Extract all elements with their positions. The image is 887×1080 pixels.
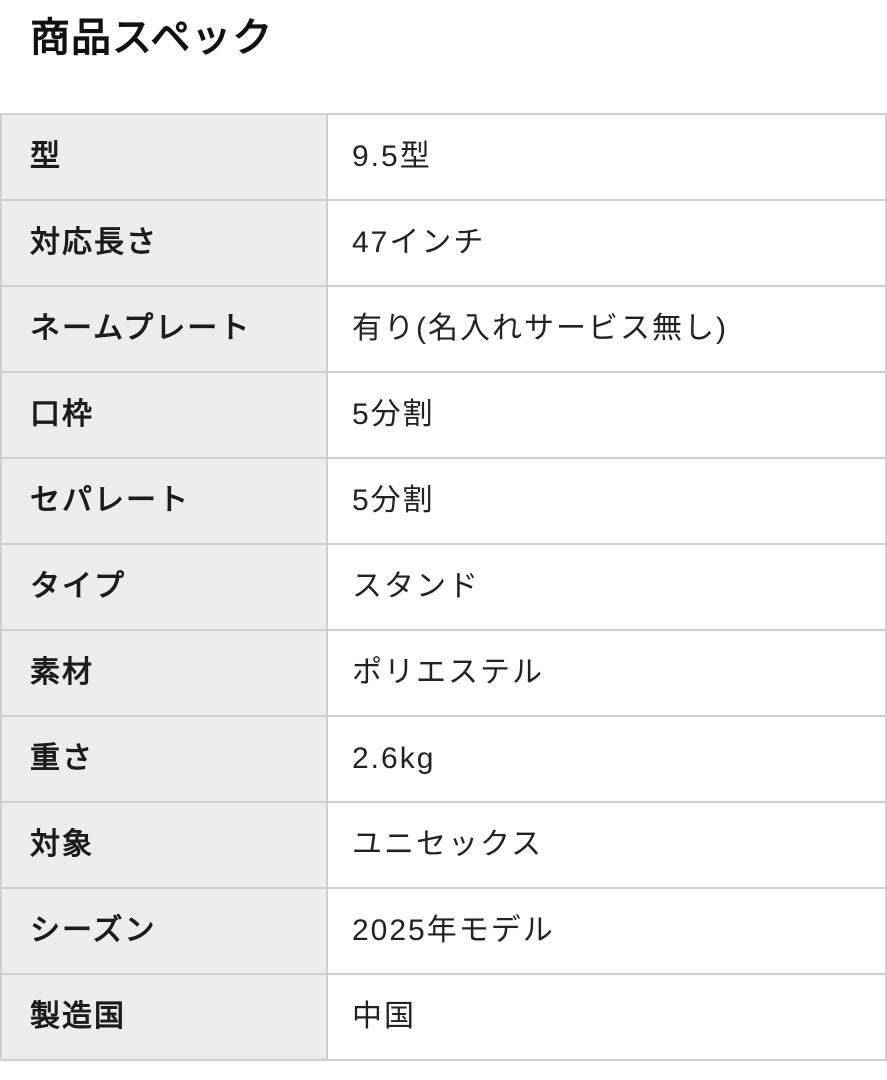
spec-label: 製造国 bbox=[0, 973, 328, 1061]
spec-row: 素材 ポリエステル bbox=[0, 629, 887, 717]
spec-label: シーズン bbox=[0, 887, 328, 975]
spec-row: 対応長さ 47インチ bbox=[0, 199, 887, 287]
spec-label: 型 bbox=[0, 113, 328, 201]
spec-value: ユニセックス bbox=[326, 801, 887, 889]
spec-value: 9.5型 bbox=[326, 113, 887, 201]
spec-label: 素材 bbox=[0, 629, 328, 717]
spec-row: タイプ スタンド bbox=[0, 543, 887, 631]
spec-row: 製造国 中国 bbox=[0, 973, 887, 1061]
spec-row: 対象 ユニセックス bbox=[0, 801, 887, 889]
spec-value: 5分割 bbox=[326, 457, 887, 545]
spec-row: セパレート 5分割 bbox=[0, 457, 887, 545]
section-title: 商品スペック bbox=[30, 16, 274, 60]
spec-row: 重さ 2.6kg bbox=[0, 715, 887, 803]
spec-table-body: 型 9.5型 対応長さ 47インチ ネームプレート 有り(名入れサービス無し) 口枠 5分割セ… bbox=[0, 113, 887, 1061]
spec-label: ネームプレート bbox=[0, 285, 328, 373]
spec-label: タイプ bbox=[0, 543, 328, 631]
spec-label: セパレート bbox=[0, 457, 328, 545]
spec-value: 有り(名入れサービス無し) bbox=[326, 285, 887, 373]
spec-label: 口枠 bbox=[0, 371, 328, 459]
spec-value: ポリエステル bbox=[326, 629, 887, 717]
spec-label: 対象 bbox=[0, 801, 328, 889]
spec-row: 口枠 5分割 bbox=[0, 371, 887, 459]
spec-row: 型 9.5型 bbox=[0, 113, 887, 201]
spec-value: 47インチ bbox=[326, 199, 887, 287]
spec-table: 型 9.5型 対応長さ 47インチ ネームプレート 有り(名入れサービス無し) 口枠 5分割セ… bbox=[0, 113, 887, 1061]
spec-value: 5分割 bbox=[326, 371, 887, 459]
spec-label: 対応長さ bbox=[0, 199, 328, 287]
spec-label: 重さ bbox=[0, 715, 328, 803]
spec-value: 中国 bbox=[326, 973, 887, 1061]
spec-row: ネームプレート 有り(名入れサービス無し) bbox=[0, 285, 887, 373]
spec-value: スタンド bbox=[326, 543, 887, 631]
spec-row: シーズン 2025年モデル bbox=[0, 887, 887, 975]
spec-value: 2025年モデル bbox=[326, 887, 887, 975]
spec-value: 2.6kg bbox=[326, 715, 887, 803]
